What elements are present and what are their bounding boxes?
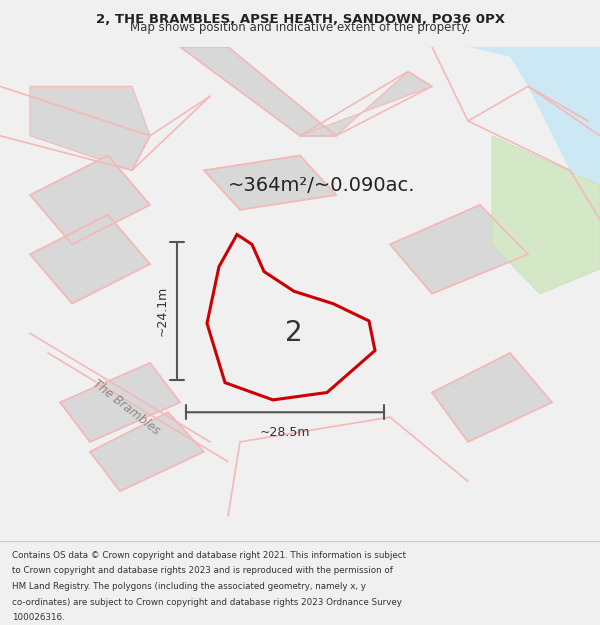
Text: 2: 2 (285, 319, 303, 348)
Text: Map shows position and indicative extent of the property.: Map shows position and indicative extent… (130, 21, 470, 34)
Polygon shape (204, 156, 336, 210)
Polygon shape (90, 412, 204, 491)
Polygon shape (30, 156, 150, 244)
Text: Contains OS data © Crown copyright and database right 2021. This information is : Contains OS data © Crown copyright and d… (12, 551, 406, 560)
Text: The Brambles: The Brambles (90, 377, 162, 438)
Polygon shape (180, 47, 336, 136)
Polygon shape (390, 205, 528, 294)
Text: ~364m²/~0.090ac.: ~364m²/~0.090ac. (228, 176, 415, 194)
Text: 2, THE BRAMBLES, APSE HEATH, SANDOWN, PO36 0PX: 2, THE BRAMBLES, APSE HEATH, SANDOWN, PO… (95, 13, 505, 26)
Text: ~24.1m: ~24.1m (155, 286, 169, 336)
Polygon shape (30, 86, 150, 170)
Text: ~28.5m: ~28.5m (260, 426, 310, 439)
Polygon shape (468, 47, 600, 185)
Text: 100026316.: 100026316. (12, 613, 65, 622)
Text: co-ordinates) are subject to Crown copyright and database rights 2023 Ordnance S: co-ordinates) are subject to Crown copyr… (12, 598, 402, 607)
Polygon shape (432, 353, 552, 442)
Text: HM Land Registry. The polygons (including the associated geometry, namely x, y: HM Land Registry. The polygons (includin… (12, 582, 366, 591)
Polygon shape (60, 363, 180, 442)
Text: to Crown copyright and database rights 2023 and is reproduced with the permissio: to Crown copyright and database rights 2… (12, 566, 393, 576)
Polygon shape (300, 71, 432, 136)
Polygon shape (492, 136, 600, 294)
Polygon shape (30, 215, 150, 304)
